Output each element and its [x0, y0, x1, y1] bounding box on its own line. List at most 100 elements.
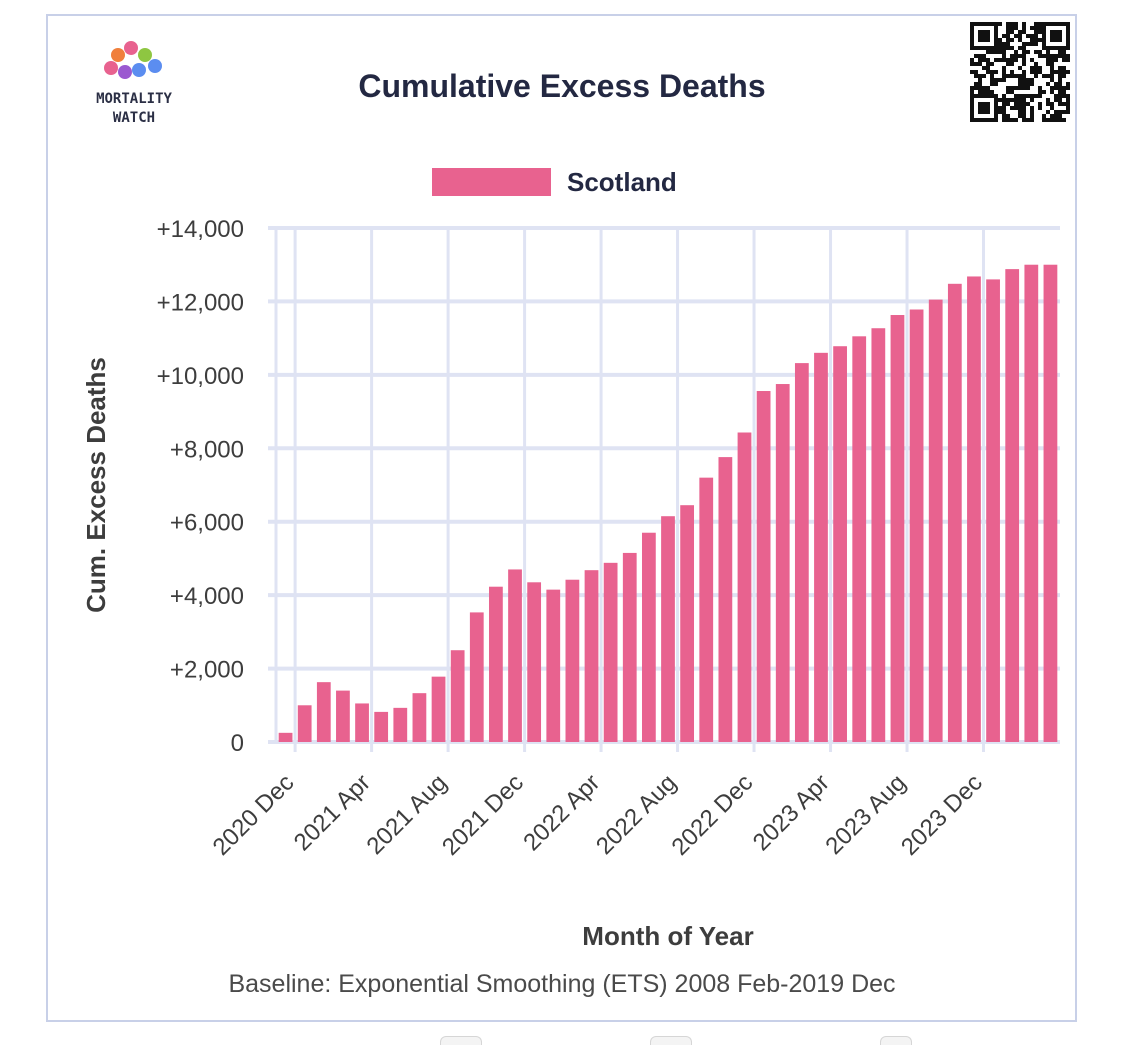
qr-module: [998, 110, 1002, 114]
qr-module: [1054, 54, 1058, 58]
qr-module: [1042, 114, 1046, 118]
qr-module: [1030, 78, 1034, 82]
qr-module: [1066, 82, 1070, 86]
legend-label-scotland: Scotland: [567, 167, 677, 197]
qr-module: [1006, 90, 1010, 94]
qr-module: [1030, 118, 1034, 122]
qr-module: [1058, 94, 1062, 98]
qr-module: [1046, 82, 1050, 86]
qr-module: [1050, 106, 1054, 110]
qr-module: [1030, 38, 1034, 42]
qr-module: [998, 50, 1002, 54]
qr-module: [1038, 66, 1042, 70]
qr-module: [1018, 66, 1022, 70]
qr-finder: [978, 102, 990, 114]
qr-finder: [1050, 30, 1062, 42]
qr-module: [982, 86, 986, 90]
bar: [508, 569, 522, 742]
qr-module: [1042, 54, 1046, 58]
qr-module: [1050, 58, 1054, 62]
qr-module: [998, 38, 1002, 42]
bar: [890, 315, 905, 742]
qr-module: [1002, 58, 1006, 62]
qr-module: [998, 58, 1002, 62]
qr-module: [990, 70, 994, 74]
qr-module: [1022, 26, 1026, 30]
qr-module: [1054, 110, 1058, 114]
qr-module: [1022, 78, 1026, 82]
qr-module: [1006, 118, 1010, 122]
bar: [450, 650, 465, 742]
qr-module: [970, 62, 974, 66]
x-tick-label: 2022 Aug: [591, 769, 682, 860]
qr-module: [1062, 70, 1066, 74]
qr-module: [1034, 62, 1038, 66]
qr-module: [1010, 62, 1014, 66]
qr-module: [970, 58, 974, 62]
qr-module: [970, 86, 974, 90]
qr-module: [1006, 26, 1010, 30]
bar: [699, 477, 714, 742]
qr-module: [1066, 58, 1070, 62]
qr-module: [1050, 90, 1054, 94]
baseline-footnote: Baseline: Exponential Smoothing (ETS) 20…: [228, 970, 895, 998]
qr-module: [1038, 50, 1042, 54]
bar: [661, 516, 675, 742]
qr-module: [1006, 58, 1010, 62]
bar: [641, 532, 656, 742]
qr-module: [1038, 106, 1042, 110]
y-tick-label: 0: [231, 730, 244, 757]
qr-module: [1002, 54, 1006, 58]
qr-module: [1018, 102, 1022, 106]
bar: [374, 711, 389, 742]
qr-module: [1066, 70, 1070, 74]
qr-module: [1038, 94, 1042, 98]
qr-module: [1034, 50, 1038, 54]
qr-module: [1050, 74, 1054, 78]
qr-module: [1002, 74, 1006, 78]
qr-module: [1014, 118, 1018, 122]
x-tick-label: 2022 Dec: [667, 769, 759, 861]
qr-module: [1002, 118, 1006, 122]
qr-module: [986, 62, 990, 66]
bar: [1024, 264, 1039, 742]
qr-module: [1006, 62, 1010, 66]
qr-module: [1034, 42, 1038, 46]
qr-module: [990, 90, 994, 94]
qr-module: [974, 70, 978, 74]
qr-module: [1046, 58, 1050, 62]
qr-module: [1062, 110, 1066, 114]
qr-module: [986, 58, 990, 62]
qr-module: [1010, 70, 1014, 74]
qr-module: [998, 22, 1002, 26]
bar: [775, 384, 790, 742]
qr-module: [1002, 114, 1006, 118]
qr-module: [994, 50, 998, 54]
qr-module: [1050, 78, 1054, 82]
bar: [336, 690, 350, 742]
qr-module: [1062, 94, 1066, 98]
qr-module: [1054, 118, 1058, 122]
qr-module: [974, 74, 978, 78]
qr-module: [1010, 46, 1014, 50]
qr-module: [974, 62, 978, 66]
qr-module: [1018, 34, 1022, 38]
qr-module: [1066, 110, 1070, 114]
qr-module: [1058, 78, 1062, 82]
qr-module: [1006, 38, 1010, 42]
qr-module: [974, 54, 978, 58]
qr-module: [1002, 94, 1006, 98]
qr-module: [978, 90, 982, 94]
qr-module: [990, 74, 994, 78]
qr-module: [1022, 30, 1026, 34]
qr-module: [1018, 46, 1022, 50]
qr-module: [1058, 114, 1062, 118]
qr-module: [982, 58, 986, 62]
qr-module: [1050, 86, 1054, 90]
qr-module: [1046, 118, 1050, 122]
qr-module: [1050, 70, 1054, 74]
qr-module: [1026, 86, 1030, 90]
qr-module: [1002, 98, 1006, 102]
qr-module: [1018, 94, 1022, 98]
qr-module: [1018, 54, 1022, 58]
